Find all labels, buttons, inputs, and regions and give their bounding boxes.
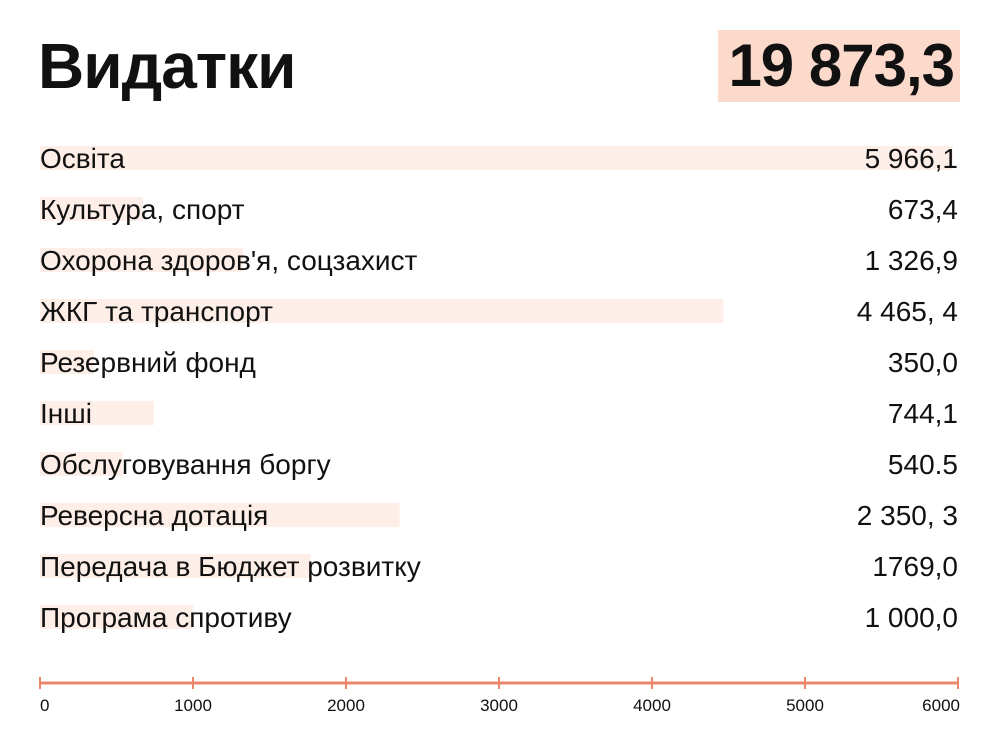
- category-label: ЖКГ та транспорт: [40, 296, 273, 327]
- category-label: Охорона здоров'я, соцзахист: [40, 245, 418, 276]
- category-label: Програма спротиву: [40, 602, 292, 633]
- category-label: Освіта: [40, 143, 125, 174]
- bar: [40, 146, 953, 170]
- bar: [40, 401, 154, 425]
- chart-title: Видатки: [38, 30, 296, 102]
- x-tick-label: 2000: [327, 696, 365, 715]
- category-label: Реверсна дотація: [40, 500, 268, 531]
- value-labels-group: 5 966,1 673,4 1 326,9 4 465, 4 350,0 744,1 540…: [857, 143, 958, 633]
- category-label: Культура, спорт: [40, 194, 245, 225]
- x-axis: 0 1000 2000 3000 4000 5000 6000: [39, 677, 960, 715]
- value-label: 1 000,0: [865, 602, 958, 633]
- bar: [40, 197, 144, 221]
- category-label: Передача в Бюджет розвитку: [40, 551, 421, 582]
- category-label: Резервний фонд: [40, 347, 256, 378]
- bar: [40, 605, 193, 629]
- category-label: Інші: [40, 398, 92, 429]
- value-label: 744,1: [888, 398, 958, 429]
- total-value-badge: 19 873,3: [718, 30, 960, 102]
- x-tick-label: 6000: [922, 696, 960, 715]
- x-tick-label: 5000: [786, 696, 824, 715]
- bar: [40, 248, 244, 272]
- value-label: 1 326,9: [865, 245, 958, 276]
- bar: [40, 299, 724, 323]
- bar: [40, 452, 123, 476]
- x-tick-label: 3000: [480, 696, 518, 715]
- value-label: 2 350, 3: [857, 500, 958, 531]
- x-tick-label: 1000: [174, 696, 212, 715]
- bar: [40, 503, 400, 527]
- bar: [40, 554, 311, 578]
- value-label: 673,4: [888, 194, 958, 225]
- value-label: 1769,0: [872, 551, 958, 582]
- category-labels-group: Освіта Культура, спорт Охорона здоров'я, с…: [40, 143, 421, 633]
- value-label: 350,0: [888, 347, 958, 378]
- value-label: 4 465, 4: [857, 296, 958, 327]
- value-label: 540.5: [888, 449, 958, 480]
- x-tick-label: 4000: [633, 696, 671, 715]
- bar: [40, 350, 94, 374]
- x-tick-label: 0: [40, 696, 49, 715]
- bars-group: [40, 146, 953, 629]
- category-label: Обслуговування боргу: [40, 449, 331, 480]
- value-label: 5 966,1: [865, 143, 958, 174]
